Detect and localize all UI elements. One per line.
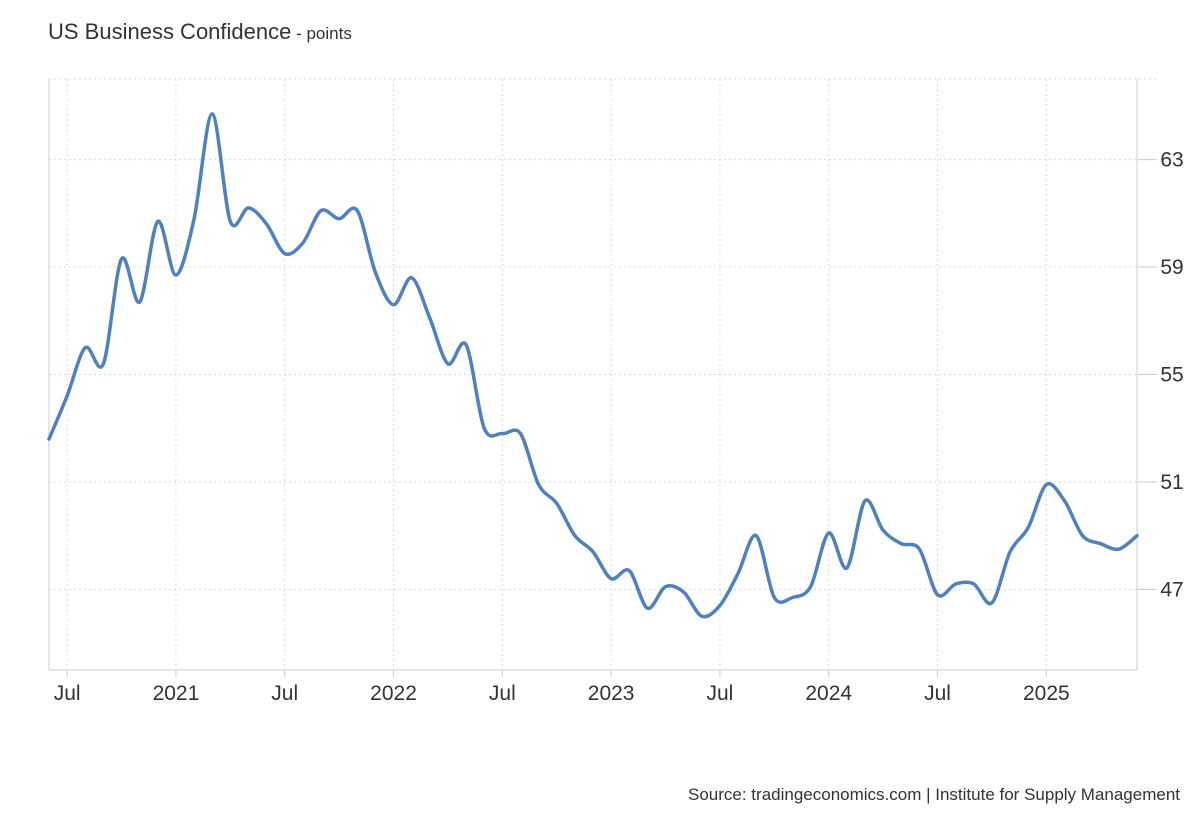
data-point — [247, 206, 251, 210]
data-point — [863, 499, 867, 503]
data-point — [482, 426, 486, 430]
data-point — [1063, 499, 1067, 503]
x-tick-label: 2024 — [805, 682, 852, 705]
data-point — [120, 257, 124, 261]
data-point — [1099, 542, 1103, 546]
x-tick-label: 2021 — [153, 682, 200, 705]
data-point — [736, 571, 740, 575]
data-point — [809, 585, 813, 589]
data-point — [519, 432, 523, 436]
data-point — [428, 316, 432, 320]
y-tick-label: 63 — [1160, 149, 1183, 172]
data-point — [464, 343, 468, 347]
data-point — [1135, 534, 1139, 538]
data-point — [65, 394, 69, 398]
data-point — [101, 362, 105, 366]
data-point — [754, 534, 758, 538]
data-point — [917, 547, 921, 551]
data-point — [555, 501, 559, 505]
data-point — [1008, 550, 1012, 554]
data-point — [283, 252, 287, 256]
x-axis-ticks: Jul 2021 Jul 2022 Jul 2023 Jul 2024 Jul 2025 — [54, 682, 1070, 705]
data-point — [664, 585, 668, 589]
data-point — [138, 300, 142, 304]
chart-unit-text: - points — [291, 24, 352, 43]
data-point — [392, 303, 396, 307]
data-point — [1044, 483, 1048, 487]
x-tick-label: Jul — [489, 682, 516, 705]
data-point — [609, 577, 613, 581]
x-tick-label: Jul — [54, 682, 81, 705]
data-point — [192, 217, 196, 221]
data-point — [265, 222, 269, 226]
x-tick-label: Jul — [271, 682, 298, 705]
data-point — [827, 531, 831, 535]
data-point — [337, 217, 341, 221]
data-point — [410, 276, 414, 280]
data-point — [319, 209, 323, 213]
y-tick-label: 55 — [1160, 364, 1183, 387]
data-point — [446, 362, 450, 366]
data-point — [682, 590, 686, 594]
x-tick-label: 2025 — [1023, 682, 1070, 705]
line-chart: Jul 2021 Jul 2022 Jul 2023 Jul 2024 Jul 2025 47 51… — [47, 78, 1184, 705]
data-point — [1117, 547, 1121, 551]
chart-title-text: US Business Confidence — [48, 19, 292, 44]
grid-lines — [49, 78, 1157, 670]
data-point — [881, 528, 885, 532]
y-tick-label: 47 — [1160, 578, 1183, 601]
data-point — [627, 569, 631, 573]
x-tick-label: Jul — [924, 682, 951, 705]
data-point — [537, 483, 541, 487]
y-axis-ticks: 47 51 55 59 63 — [1160, 149, 1183, 602]
data-point — [156, 219, 160, 223]
data-point — [1081, 534, 1085, 538]
data-point — [83, 346, 87, 350]
data-point — [990, 601, 994, 605]
data-point — [355, 209, 359, 213]
x-tick-label: 2023 — [588, 682, 635, 705]
data-point — [47, 437, 51, 441]
data-point — [1026, 526, 1030, 530]
data-point — [373, 270, 377, 274]
data-point — [210, 112, 214, 116]
x-tick-label: Jul — [707, 682, 734, 705]
source-credit: Source: tradingeconomics.com | Institute… — [688, 785, 1180, 804]
data-point — [573, 534, 577, 538]
y-tick-label: 59 — [1160, 256, 1183, 279]
data-point — [936, 593, 940, 597]
data-point — [591, 550, 595, 554]
data-point — [700, 614, 704, 618]
series-line — [47, 112, 1139, 619]
data-point — [301, 241, 305, 245]
data-point — [228, 219, 232, 223]
chart-title: US Business Confidence - points — [48, 19, 352, 45]
data-point — [772, 596, 776, 600]
series-group — [47, 112, 1139, 619]
data-point — [500, 432, 504, 436]
data-point — [899, 542, 903, 546]
data-point — [645, 606, 649, 610]
data-point — [718, 604, 722, 608]
axes — [48, 79, 1157, 677]
data-point — [954, 582, 958, 586]
data-point — [845, 566, 849, 570]
data-point — [174, 273, 178, 277]
data-point — [791, 596, 795, 600]
x-tick-label: 2022 — [370, 682, 417, 705]
y-tick-label: 51 — [1160, 471, 1183, 494]
data-point — [972, 582, 976, 586]
